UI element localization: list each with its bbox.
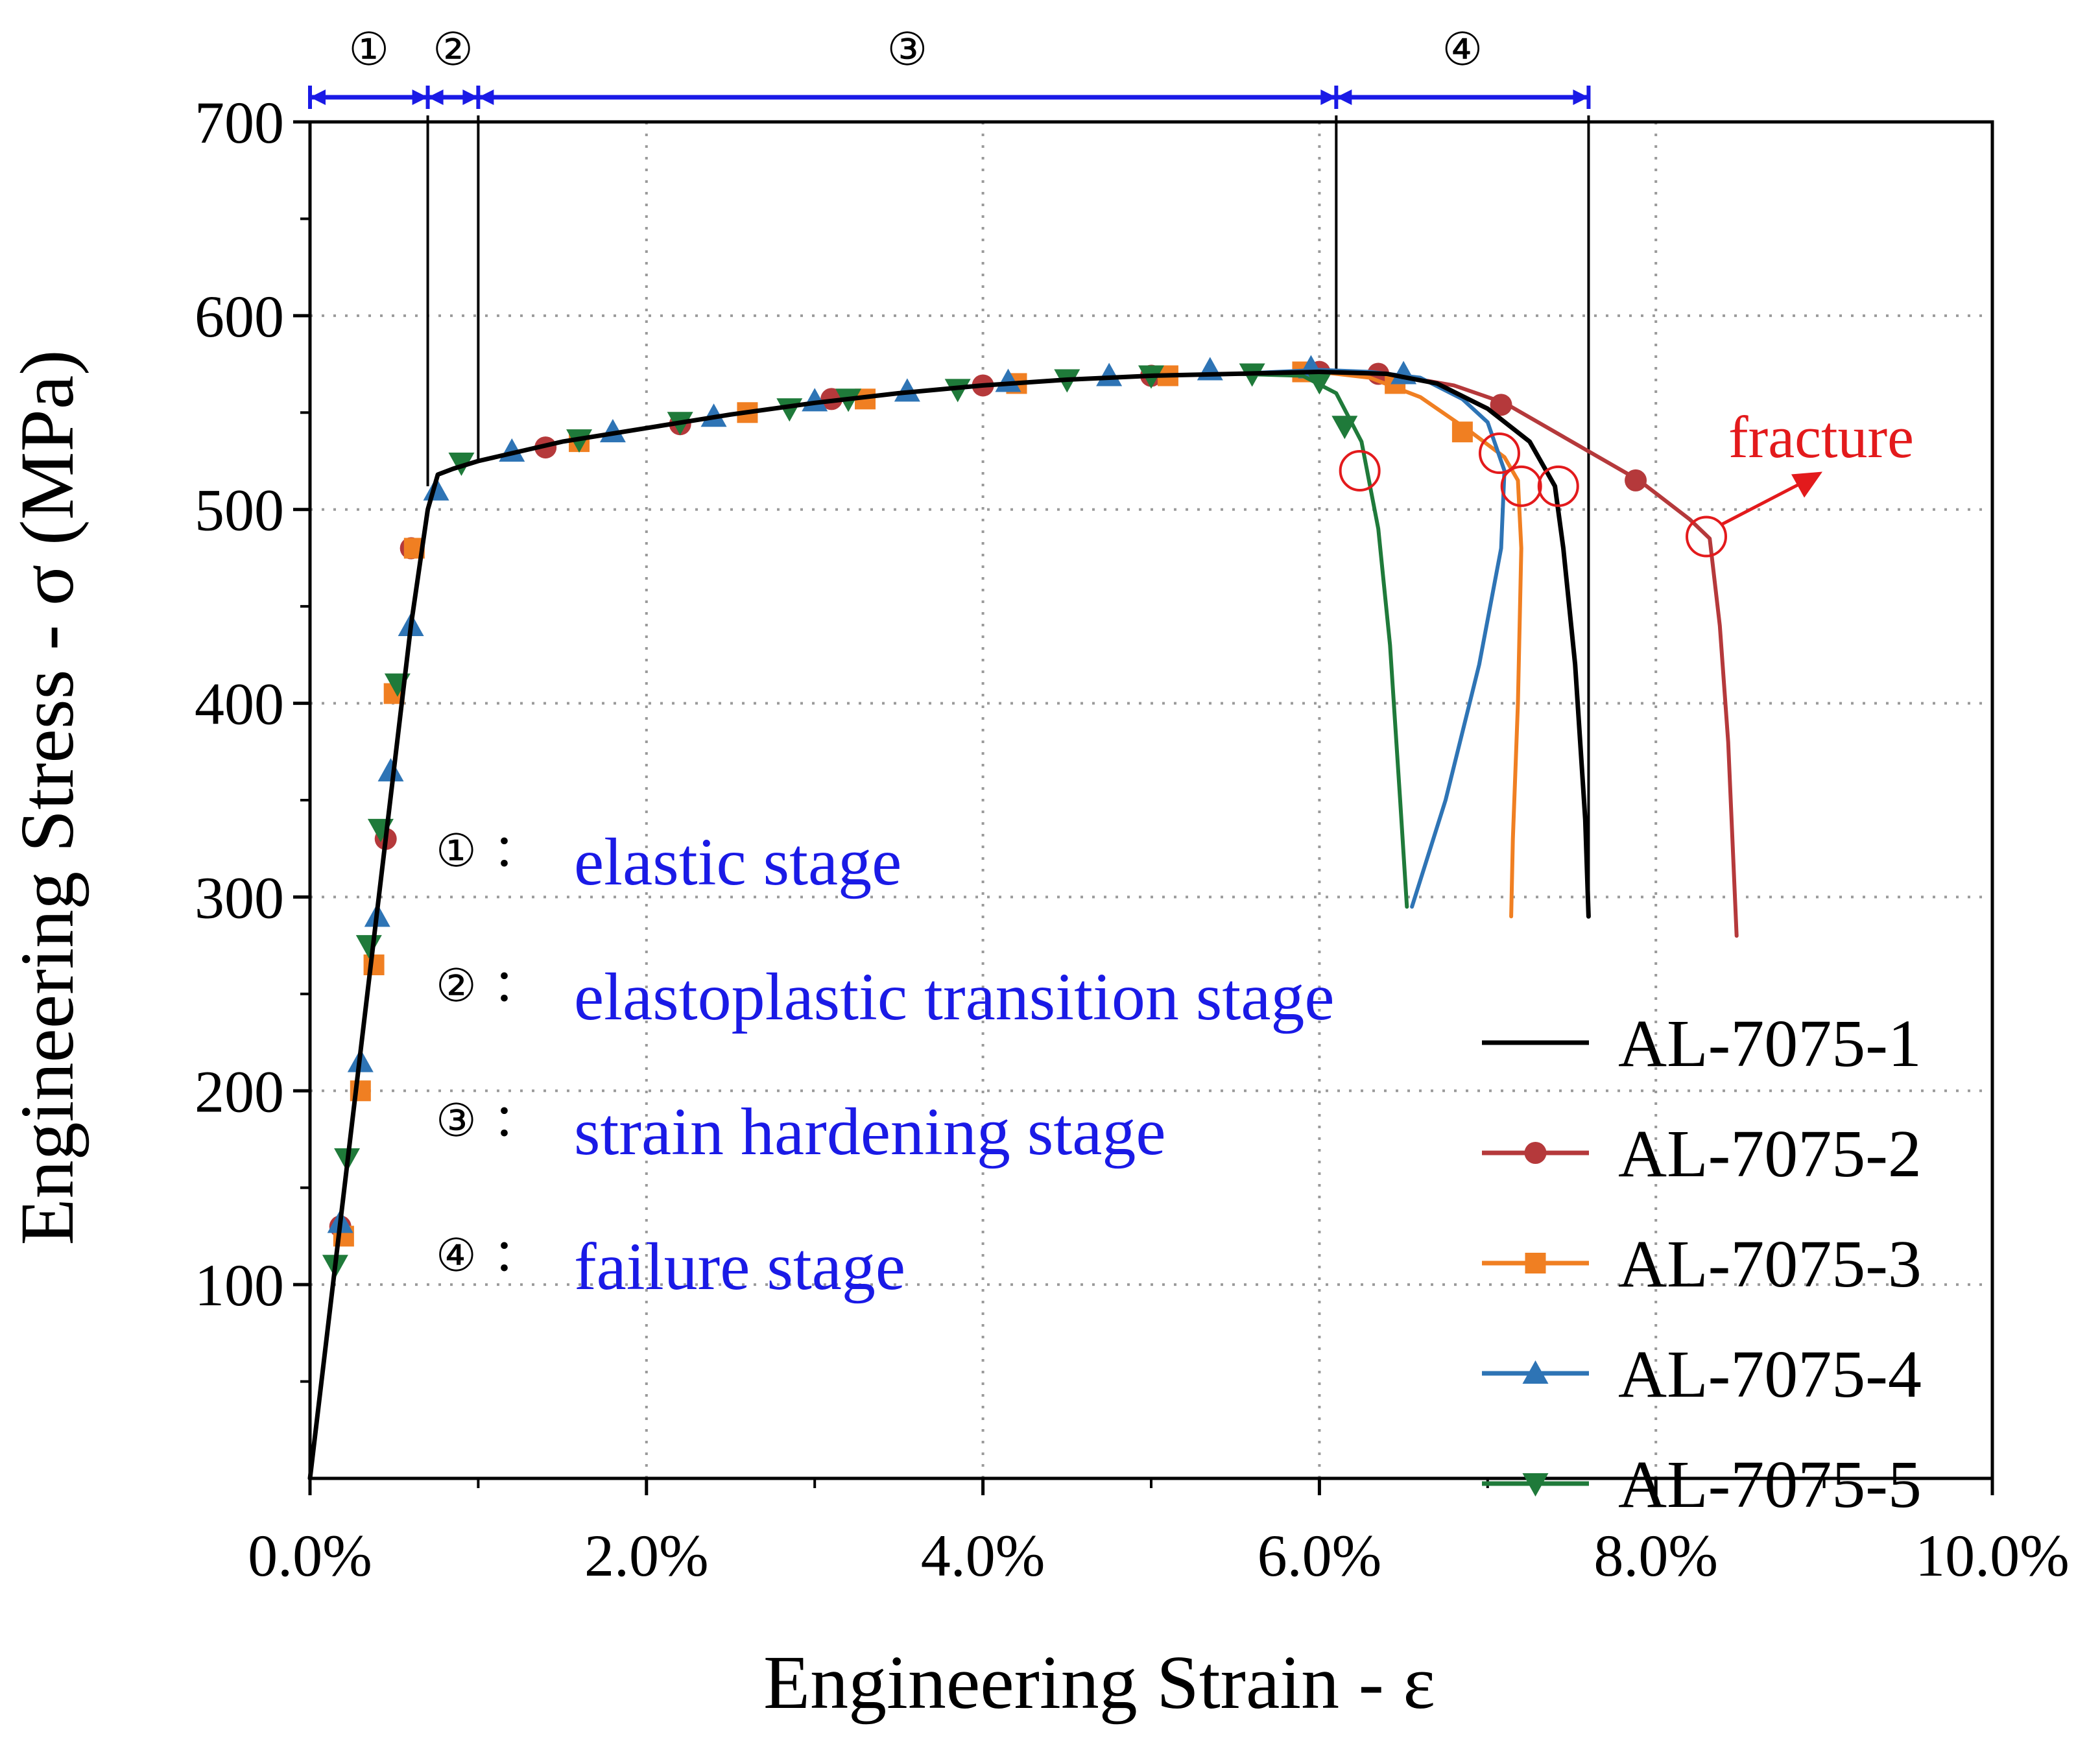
legend-label: AL-7075-1	[1618, 1006, 1922, 1081]
stage-legend-symbol: ②	[436, 962, 477, 1012]
axes: 0.0% 2.0% 4.0% 6.0% 8.0% 10.0% 100 200 300 400 500…	[195, 89, 2070, 1589]
y-tick-label: 100	[195, 1252, 284, 1318]
series-marker	[1524, 1142, 1547, 1164]
series-marker	[776, 398, 803, 422]
series-marker	[1490, 394, 1512, 416]
legend-label: AL-7075-3	[1618, 1227, 1922, 1301]
legend-entry: AL-7075-3	[1482, 1227, 1922, 1301]
legend-entry: AL-7075-1	[1482, 1006, 1922, 1081]
series-al-7075-4	[308, 355, 1507, 1480]
stage-legend-symbol: ④	[436, 1231, 477, 1281]
fracture-circle	[1478, 432, 1520, 475]
fracture-label: fracture	[1728, 404, 1914, 470]
stage-arrowhead-left	[310, 89, 326, 105]
series-line	[308, 368, 1507, 1480]
stage-legend-symbol: ③	[436, 1096, 477, 1146]
stage-arrowhead-left	[478, 89, 494, 105]
stage-legend-entry: ② ： elastoplastic transition stage	[436, 960, 1335, 1034]
fracture-circle	[1537, 465, 1579, 507]
y-tick-label: 700	[195, 89, 284, 156]
y-tick-label: 300	[195, 864, 284, 930]
series-marker	[1096, 362, 1123, 386]
series-line	[308, 370, 1523, 1480]
stage-marker-label: ④	[1442, 25, 1483, 75]
legend-entry: AL-7075-5	[1482, 1447, 1922, 1522]
fracture-circle	[1339, 449, 1381, 492]
series-marker	[1625, 469, 1647, 492]
stage-arrowhead-left	[1336, 89, 1352, 105]
series-marker	[1331, 416, 1358, 440]
stage-arrowhead-right	[462, 89, 479, 105]
stage-marker-label: ③	[887, 25, 927, 75]
stage-legend-separator: ：	[493, 1231, 538, 1281]
series-marker	[1451, 421, 1473, 443]
y-tick-label: 600	[195, 283, 284, 349]
stage-arrowhead-right	[1320, 89, 1337, 105]
series-marker	[944, 379, 971, 403]
series-marker	[363, 954, 385, 976]
legend: AL-7075-1 AL-7075-2 AL-7075-3 AL-7075-4 AL-7…	[1482, 1006, 1922, 1522]
stage-marker-label: ①	[348, 25, 389, 75]
stage-marker-label: ②	[433, 25, 473, 75]
legend-entry: AL-7075-2	[1482, 1117, 1922, 1191]
y-tick-label: 200	[195, 1058, 284, 1124]
fracture-circle	[1686, 515, 1728, 558]
legend-label: AL-7075-5	[1618, 1447, 1922, 1522]
data-series	[307, 355, 1739, 1481]
series-line	[308, 372, 1409, 1480]
stage-legend: ① ： elastic stage ② ： elastoplastic transitio…	[436, 825, 1335, 1304]
series-marker	[377, 758, 404, 782]
grid-lines	[310, 122, 1992, 1478]
stage-legend-separator: ：	[493, 1096, 538, 1146]
stage-legend-text: strain hardening stage	[574, 1095, 1166, 1169]
stage-legend-text: failure stage	[574, 1229, 905, 1304]
series-al-7075-1	[307, 370, 1591, 1481]
stage-arrowhead-right	[1573, 89, 1589, 105]
x-tick-label: 4.0%	[921, 1522, 1045, 1589]
y-axis-title: Engineering Stress - σ (MPa)	[5, 349, 89, 1245]
fracture-arrow	[1719, 478, 1809, 527]
stage-arrowhead-left	[427, 89, 444, 105]
stage-arrowhead-right	[412, 89, 428, 105]
series-marker	[894, 378, 920, 402]
fracture-annotations: fracture	[1339, 404, 1914, 558]
fracture-arrowhead	[1791, 471, 1823, 498]
stage-legend-entry: ③ ： strain hardening stage	[436, 1095, 1166, 1169]
stage-legend-symbol: ①	[436, 827, 477, 877]
x-tick-label: 6.0%	[1258, 1522, 1382, 1589]
stage-legend-entry: ① ： elastic stage	[436, 825, 901, 899]
x-tick-label: 2.0%	[584, 1522, 709, 1589]
series-marker	[1306, 371, 1333, 395]
stage-legend-text: elastoplastic transition stage	[574, 960, 1335, 1034]
series-marker	[1525, 1253, 1546, 1273]
series-line	[307, 370, 1591, 1481]
x-tick-label: 10.0%	[1915, 1522, 2070, 1589]
series-marker	[1522, 1473, 1549, 1497]
stage-legend-entry: ④ ： failure stage	[436, 1229, 905, 1304]
stage-legend-text: elastic stage	[574, 825, 901, 899]
x-tick-label: 0.0%	[248, 1522, 372, 1589]
series-al-7075-3	[308, 361, 1523, 1480]
series-al-7075-5	[308, 363, 1409, 1480]
legend-label: AL-7075-2	[1618, 1117, 1922, 1191]
x-tick-label: 8.0%	[1593, 1522, 1718, 1589]
stage-legend-separator: ：	[493, 962, 538, 1012]
fracture-circle	[1500, 465, 1542, 507]
y-tick-label: 500	[195, 477, 284, 543]
legend-entry: AL-7075-4	[1482, 1337, 1922, 1412]
series-marker	[1522, 1360, 1549, 1384]
x-axis-title: Engineering Strain - ε	[763, 1640, 1435, 1725]
legend-label: AL-7075-4	[1618, 1337, 1922, 1412]
stage-legend-separator: ：	[493, 827, 538, 877]
series-al-7075-2	[308, 361, 1739, 1480]
y-tick-label: 400	[195, 671, 284, 737]
